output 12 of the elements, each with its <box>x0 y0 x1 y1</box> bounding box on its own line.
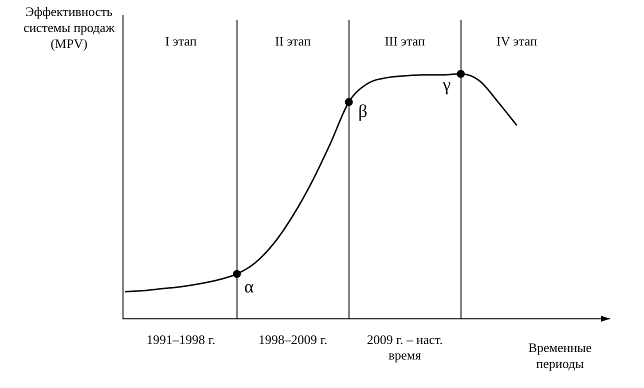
text: I этап <box>165 33 197 48</box>
x-axis-title: Временные периоды <box>527 340 593 372</box>
x-tick-label: 1998–2009 г. <box>258 332 328 348</box>
annotation: γ <box>442 74 451 95</box>
text: III этап <box>384 33 425 48</box>
x-tick-label: 1991–1998 г. <box>146 332 216 348</box>
text: IV этап <box>496 33 538 48</box>
y-axis-title: Эффективность системы продаж (MPV) <box>22 4 116 52</box>
annotation: α <box>244 276 254 297</box>
x-tick-label: 2009 г. – наст. время <box>366 332 443 363</box>
text: II этап <box>274 33 311 48</box>
annotation: β <box>358 100 368 121</box>
